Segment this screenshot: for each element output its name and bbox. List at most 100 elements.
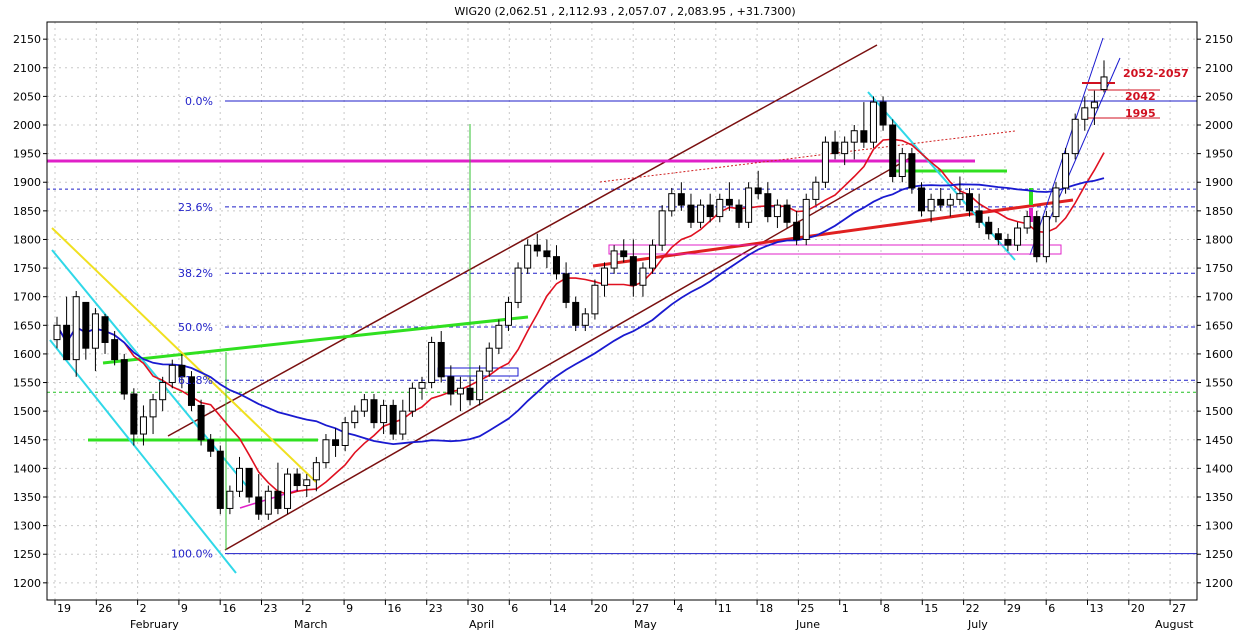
candle-body (1004, 238, 1012, 246)
fib-label: 61.8% (178, 374, 213, 387)
candle-body (725, 198, 733, 206)
candle-body (956, 193, 964, 200)
red-dotted-line (599, 130, 1016, 183)
candle-body (706, 204, 714, 218)
candle-body (91, 313, 99, 349)
x-tick-label: 23 (429, 602, 443, 615)
x-tick-label: 9 (181, 602, 188, 615)
y-tick-label: 1600 (1205, 348, 1233, 361)
fib-label: 100.0% (171, 548, 213, 561)
grid (47, 22, 1197, 600)
candle-body (130, 393, 138, 435)
candle-body (53, 324, 61, 341)
candle-body (504, 301, 512, 326)
candle-body (389, 404, 397, 435)
x-month-label: February (130, 618, 179, 631)
x-tick-label: 26 (98, 602, 112, 615)
candle-body (82, 301, 90, 349)
candle-body (533, 244, 541, 252)
x-tick-label: 6 (1048, 602, 1055, 615)
cyan-trend-line-b (51, 249, 251, 491)
candle-body (178, 364, 186, 378)
candle-body (1081, 107, 1089, 120)
candle-body (735, 204, 743, 223)
y-tick-label: 1900 (13, 176, 41, 189)
candle-body (697, 204, 705, 223)
candle-body (428, 341, 436, 384)
y-tick-label: 2100 (13, 62, 41, 75)
candle-body (1033, 216, 1041, 258)
candle-body (764, 193, 772, 218)
x-tick-label: 16 (387, 602, 401, 615)
cyan-trend-line-a (49, 339, 237, 574)
candle-body (236, 467, 244, 492)
candle-body (120, 359, 128, 395)
candle-body (966, 193, 974, 212)
y-tick-label: 1200 (1205, 577, 1233, 590)
candle-body (831, 141, 839, 155)
annotation-label: 1995 (1125, 107, 1156, 120)
y-tick-label: 1550 (1205, 377, 1233, 390)
candle-body (149, 399, 157, 418)
candle-body (197, 404, 205, 441)
y-tick-label: 1800 (1205, 233, 1233, 246)
candle-body (1071, 118, 1079, 155)
candle-body (898, 153, 906, 178)
candle-body (994, 233, 1002, 240)
candle-body (187, 376, 195, 406)
x-tick-label: 8 (883, 602, 890, 615)
y-tick-label: 1700 (1205, 291, 1233, 304)
price-annotations: 2052-2057 2042 1995 (1123, 67, 1189, 120)
y-tick-label: 2050 (13, 90, 41, 103)
plot-frame (46, 21, 1198, 601)
candle-body (908, 153, 916, 189)
candle-body (1062, 153, 1070, 189)
fib-labels: 0.0% 23.6% 38.2% 50.0% 61.8% 100.0% (171, 95, 213, 561)
y-tick-label: 1450 (1205, 434, 1233, 447)
short-moving-average-line (56, 138, 1105, 495)
candle-body (629, 256, 637, 286)
candle-body (514, 267, 522, 303)
y-tick-label: 1950 (13, 148, 41, 161)
candle-body (917, 187, 925, 212)
candle-body (821, 141, 829, 183)
x-tick-label: 9 (346, 602, 353, 615)
candle-body (399, 410, 407, 435)
candle-body (72, 296, 80, 361)
candle-body (226, 490, 234, 509)
chart-title: WIG20 (2,062.51 , 2,112.93 , 2,057.07 , … (454, 5, 795, 18)
candle-body (207, 439, 215, 452)
candle-body (1100, 76, 1108, 91)
y-tick-label: 2150 (13, 33, 41, 46)
candle-body (524, 244, 532, 269)
candle-body (1090, 101, 1098, 109)
y-tick-label: 1400 (1205, 462, 1233, 475)
candle-body (303, 479, 311, 487)
candle-body (1014, 227, 1022, 246)
candle-body (437, 341, 445, 378)
candle-body (341, 422, 349, 446)
x-tick-label: 22 (966, 602, 980, 615)
x-month-label: June (795, 618, 820, 631)
y-tick-label: 1850 (1205, 205, 1233, 218)
candle-body (418, 382, 426, 389)
candle-body (850, 130, 858, 143)
candle-body (274, 490, 282, 509)
y-tick-label: 1450 (13, 434, 41, 447)
candle-body (485, 347, 493, 372)
x-month-label: April (469, 618, 494, 631)
candle-body (889, 124, 897, 178)
candle-body (946, 198, 954, 206)
blue-channel-left (1029, 37, 1104, 256)
candle-body (63, 324, 71, 361)
candle-body (139, 416, 147, 435)
y-tick-label: 1600 (13, 348, 41, 361)
x-tick-label: 1 (842, 602, 849, 615)
candle-body (495, 324, 503, 349)
channel-upper-line (167, 44, 878, 437)
y-tick-label: 2000 (1205, 119, 1233, 132)
y-tick-label: 1400 (13, 462, 41, 475)
candle-body (322, 439, 330, 464)
y-tick-label: 2100 (1205, 62, 1233, 75)
candle-body (745, 187, 753, 223)
